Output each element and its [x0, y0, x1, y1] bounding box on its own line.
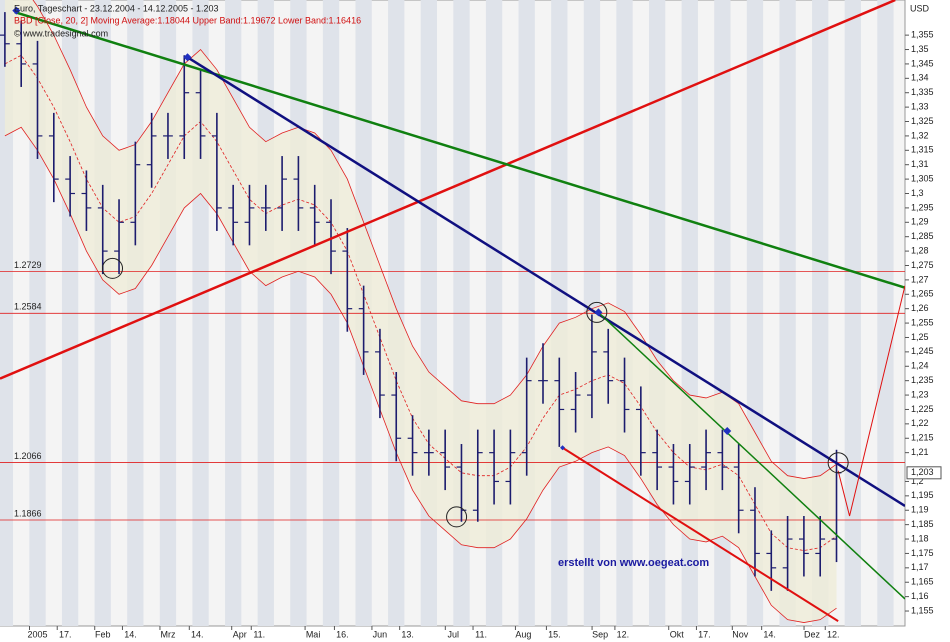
x-tick-label: Feb — [95, 629, 111, 639]
x-tick-label: Jul — [448, 629, 460, 639]
y-tick-label: 1,285 — [911, 231, 934, 241]
x-tick-label: Okt — [670, 629, 685, 639]
y-tick-label: 1,2 — [911, 476, 924, 486]
x-tick-label: 2005 — [27, 629, 47, 639]
y-tick-label: 1,185 — [911, 519, 934, 529]
level-label: 1.2729 — [14, 260, 42, 270]
y-tick-label: 1,26 — [911, 303, 929, 313]
x-tick-label: 12. — [617, 629, 630, 639]
y-tick-label: 1,215 — [911, 433, 934, 443]
band-upper — [32, 0, 837, 479]
y-tick-label: 1,29 — [911, 217, 929, 227]
y-tick-label: 1,355 — [911, 30, 934, 40]
trendline — [597, 311, 905, 600]
y-tick-label: 1,3 — [911, 188, 924, 198]
x-tick-label: 11. — [253, 629, 265, 639]
trendline — [0, 0, 896, 380]
marker-diamond — [12, 6, 21, 15]
y-tick-label: 1,175 — [911, 548, 934, 558]
marker-circle — [446, 506, 468, 528]
y-tick-label: 1,32 — [911, 130, 929, 140]
y-tick-label: 1,325 — [911, 116, 934, 126]
y-tick-label: 1,345 — [911, 58, 934, 68]
level-label: 1.2584 — [14, 302, 42, 312]
y-tick-label: 1,25 — [911, 332, 929, 342]
trendline — [186, 56, 905, 507]
y-tick-label: 1,31 — [911, 159, 929, 169]
trendline — [837, 285, 905, 517]
trendline — [14, 10, 905, 289]
watermark: erstellt von www.oegeat.com — [558, 557, 709, 569]
y-tick-label: 1,27 — [911, 274, 929, 284]
x-tick-label: 12. — [827, 629, 840, 639]
x-tick-label: Mrz — [160, 629, 175, 639]
x-tick-label: Aug — [515, 629, 531, 639]
band-lower — [4, 126, 837, 623]
y-tick-label: 1,155 — [911, 605, 934, 615]
y-tick-label: 1,34 — [911, 73, 929, 83]
y-tick-label: 1,295 — [911, 202, 934, 212]
y-tick-label: 1,165 — [911, 577, 934, 587]
y-tick-label: 1,335 — [911, 87, 934, 97]
last-price-box — [906, 466, 942, 480]
x-tick-label: Nov — [732, 629, 749, 639]
marker-diamond — [723, 427, 732, 436]
chart-title: Euro, Tageschart - 23.12.2004 - 14.12.20… — [14, 3, 218, 13]
level-label: 1.2066 — [14, 451, 42, 461]
x-tick-label: Jun — [373, 629, 388, 639]
y-tick-label: 1,33 — [911, 101, 929, 111]
x-tick-label: 11. — [475, 629, 487, 639]
x-tick-label: Apr — [233, 629, 247, 639]
y-tick-label: 1,23 — [911, 389, 929, 399]
y-tick-label: 1,225 — [911, 404, 934, 414]
y-axis-label: USD — [910, 3, 930, 13]
y-tick-label: 1,18 — [911, 533, 929, 543]
y-tick-label: 1,315 — [911, 145, 934, 155]
x-tick-label: Sep — [592, 629, 608, 639]
x-tick-label: 17. — [59, 629, 72, 639]
x-tick-label: 17. — [698, 629, 711, 639]
marker-diamond — [183, 53, 192, 62]
y-tick-label: 1,28 — [911, 245, 929, 255]
x-tick-label: Dez — [804, 629, 821, 639]
y-tick-label: 1,19 — [911, 505, 929, 515]
y-tick-label: 1,275 — [911, 260, 934, 270]
x-tick-label: 13. — [401, 629, 414, 639]
x-tick-label: 14. — [191, 629, 204, 639]
marker-diamond — [560, 445, 566, 451]
y-tick-label: 1,235 — [911, 375, 934, 385]
x-tick-label: 16. — [336, 629, 349, 639]
marker-circle — [827, 452, 849, 474]
y-tick-label: 1,255 — [911, 317, 934, 327]
y-tick-label: 1,245 — [911, 346, 934, 356]
marker-diamond — [594, 308, 603, 317]
x-tick-label: 15. — [548, 629, 561, 639]
y-tick-label: 1,195 — [911, 490, 934, 500]
y-tick-label: 1,22 — [911, 418, 929, 428]
marker-circle — [102, 257, 124, 279]
y-tick-label: 1,265 — [911, 289, 934, 299]
x-tick-label: 14. — [124, 629, 137, 639]
source: © www.tradesignal.com — [14, 28, 108, 38]
x-tick-label: 14. — [763, 629, 776, 639]
marker-circle — [586, 301, 608, 323]
last-price-label: 1,203 — [911, 467, 934, 477]
indicator-legend: BBD [Close, 20, 2] Moving Average:1.1804… — [14, 15, 361, 25]
band-middle — [4, 54, 837, 551]
y-tick-label: 1,21 — [911, 447, 929, 457]
band-fill — [4, 0, 837, 623]
y-tick-label: 1,35 — [911, 44, 929, 54]
y-tick-label: 1,16 — [911, 591, 929, 601]
y-tick-label: 1,24 — [911, 361, 929, 371]
trendline — [562, 446, 839, 622]
y-tick-label: 1,305 — [911, 173, 934, 183]
level-label: 1.1866 — [14, 508, 42, 518]
y-tick-label: 1,17 — [911, 562, 929, 572]
x-tick-label: Mai — [306, 629, 321, 639]
